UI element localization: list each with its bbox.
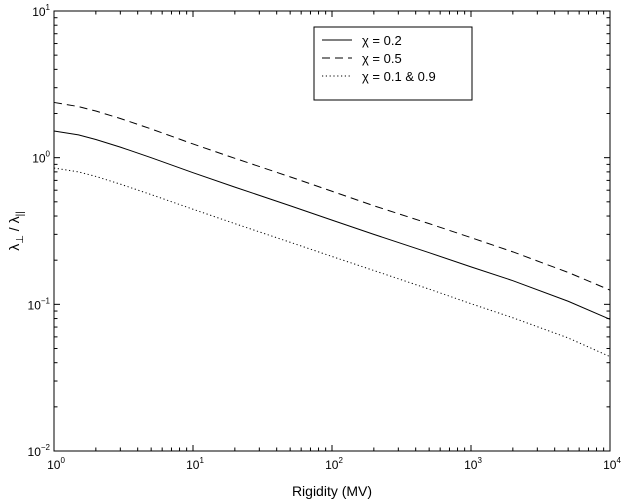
x-tick-label: 104 [603,456,621,472]
y-label-perp-sub: ⊥ [15,235,26,244]
y-label-lambda-perp: λ [6,244,22,251]
y-tick-label: 101 [32,3,50,19]
x-tick-label: 101 [186,456,204,472]
legend-label: χ = 0.1 & 0.9 [362,69,436,84]
legend-box [313,26,473,101]
x-tick-label: 102 [325,456,343,472]
y-tick-label: 10−2 [28,443,51,459]
series-layer [53,101,611,358]
series-line-dashed [53,101,611,291]
tick-labels: 100 101 102 103 104 10−2 10−1 100 101 [28,3,622,472]
series-line-solid [53,130,611,320]
y-label-lambda-par: λ [6,216,22,223]
y-label-par-sub: || [15,211,26,216]
axis-ticks [53,10,611,452]
y-axis-title: λ⊥ / λ|| [6,211,26,251]
y-tick-label: 10−1 [28,296,51,312]
series-line-dotted [53,167,611,358]
x-tick-label: 100 [47,456,65,472]
y-label-slash: / [6,223,22,235]
legend: χ = 0.2 χ = 0.5 χ = 0.1 & 0.9 [313,26,473,101]
legend-label: χ = 0.5 [362,51,402,66]
x-axis-title: Rigidity (MV) [292,483,372,499]
y-tick-label: 100 [32,150,50,166]
legend-label: χ = 0.2 [362,33,402,48]
x-tick-label: 103 [464,456,482,472]
